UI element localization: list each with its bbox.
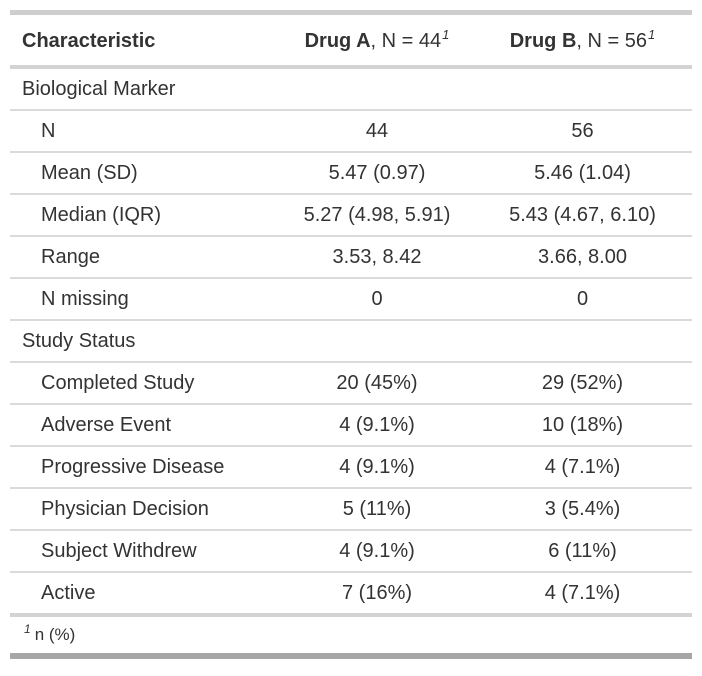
table-row: Active 7 (16%) 4 (7.1%) xyxy=(10,572,692,617)
table-row: Physician Decision 5 (11%) 3 (5.4%) xyxy=(10,488,692,531)
drug-a-name: Drug A xyxy=(304,30,371,52)
value-cell-drug-a: 4 (9.1%) xyxy=(281,446,473,489)
row-label: Completed Study xyxy=(10,362,281,405)
table-row: Range 3.53, 8.42 3.66, 8.00 xyxy=(10,236,692,279)
table-header: Characteristic Drug A, N = 441 Drug B, N… xyxy=(10,12,692,69)
table-row: Progressive Disease 4 (9.1%) 4 (7.1%) xyxy=(10,446,692,489)
value-cell-drug-b: 10 (18%) xyxy=(473,404,692,447)
value-cell-drug-b: 29 (52%) xyxy=(473,362,692,405)
value-cell-drug-b: 3.66, 8.00 xyxy=(473,236,692,279)
footnote-text: n (%) xyxy=(34,625,76,644)
value-cell-drug-b: 4 (7.1%) xyxy=(473,572,692,617)
section-label: Study Status xyxy=(10,320,692,363)
row-label: Adverse Event xyxy=(10,404,281,447)
value-cell-drug-b: 5.46 (1.04) xyxy=(473,152,692,195)
column-header-characteristic: Characteristic xyxy=(10,12,281,69)
drug-b-name: Drug B xyxy=(509,30,577,52)
table-row: Adverse Event 4 (9.1%) 10 (18%) xyxy=(10,404,692,447)
value-cell-drug-a: 5.27 (4.98, 5.91) xyxy=(281,194,473,237)
row-label: Mean (SD) xyxy=(10,152,281,195)
table-row: Completed Study 20 (45%) 29 (52%) xyxy=(10,362,692,405)
value-cell-drug-b: 0 xyxy=(473,278,692,321)
value-cell-drug-a: 3.53, 8.42 xyxy=(281,236,473,279)
column-header-drug-b: Drug B, N = 561 xyxy=(473,12,692,69)
value-cell-drug-a: 7 (16%) xyxy=(281,572,473,617)
row-label: Active xyxy=(10,572,281,617)
row-label: Physician Decision xyxy=(10,488,281,531)
summary-table: Characteristic Drug A, N = 441 Drug B, N… xyxy=(10,10,692,659)
footnote-mark: 1 xyxy=(24,622,31,637)
row-label: Progressive Disease xyxy=(10,446,281,489)
value-cell-drug-a: 5 (11%) xyxy=(281,488,473,531)
row-label: N xyxy=(10,110,281,153)
value-cell-drug-b: 6 (11%) xyxy=(473,530,692,573)
row-label: Subject Withdrew xyxy=(10,530,281,573)
row-label: Median (IQR) xyxy=(10,194,281,237)
row-label: Range xyxy=(10,236,281,279)
table-row: Subject Withdrew 4 (9.1%) 6 (11%) xyxy=(10,530,692,573)
value-cell-drug-b: 4 (7.1%) xyxy=(473,446,692,489)
row-label: N missing xyxy=(10,278,281,321)
drug-a-n: , N = 44 xyxy=(370,30,442,52)
value-cell-drug-b: 5.43 (4.67, 6.10) xyxy=(473,194,692,237)
table-row: N 44 56 xyxy=(10,110,692,153)
section-row: Study Status xyxy=(10,320,692,363)
section-label: Biological Marker xyxy=(10,67,692,111)
header-row: Characteristic Drug A, N = 441 Drug B, N… xyxy=(10,12,692,69)
table-row: Median (IQR) 5.27 (4.98, 5.91) 5.43 (4.6… xyxy=(10,194,692,237)
column-header-drug-a: Drug A, N = 441 xyxy=(281,12,473,69)
footnote-mark: 1 xyxy=(648,27,656,43)
value-cell-drug-a: 0 xyxy=(281,278,473,321)
value-cell-drug-a: 4 (9.1%) xyxy=(281,530,473,573)
value-cell-drug-a: 4 (9.1%) xyxy=(281,404,473,447)
value-cell-drug-a: 5.47 (0.97) xyxy=(281,152,473,195)
value-cell-drug-a: 20 (45%) xyxy=(281,362,473,405)
footnote-mark: 1 xyxy=(442,27,450,43)
table-row: Mean (SD) 5.47 (0.97) 5.46 (1.04) xyxy=(10,152,692,195)
section-row: Biological Marker xyxy=(10,67,692,111)
table-row: N missing 0 0 xyxy=(10,278,692,321)
table-body: Biological Marker N 44 56 Mean (SD) 5.47… xyxy=(10,67,692,617)
drug-b-n: , N = 56 xyxy=(576,30,648,52)
value-cell-drug-a: 44 xyxy=(281,110,473,153)
value-cell-drug-b: 3 (5.4%) xyxy=(473,488,692,531)
value-cell-drug-b: 56 xyxy=(473,110,692,153)
